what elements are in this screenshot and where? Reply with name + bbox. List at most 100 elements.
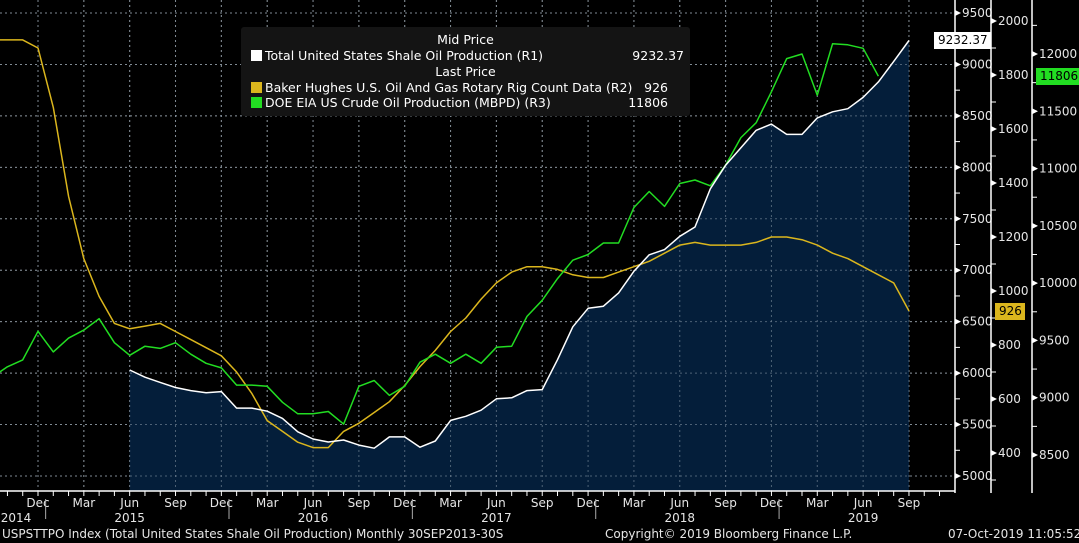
y-tick-label-r3: 10500 (1039, 219, 1077, 233)
y-tick-marker (955, 267, 961, 274)
y-tick-label-r3: 11500 (1039, 104, 1077, 118)
y-tick-label-r2: 1600 (998, 122, 1029, 136)
legend-swatch-gold (251, 82, 262, 93)
x-tick-label: Sep (714, 496, 737, 510)
x-tick-label: Dec (576, 496, 599, 510)
y-tick-marker (1032, 165, 1038, 172)
y-tick-label-r2: 1800 (998, 68, 1029, 82)
y-tick-label-r2: 800 (998, 338, 1021, 352)
shale-area-fill (129, 40, 909, 491)
x-tick-label: Mar (439, 496, 462, 510)
y-tick-marker (991, 234, 997, 240)
x-tick-label: Mar (73, 496, 96, 510)
x-tick-label: Dec (393, 496, 416, 510)
legend-label: Total United States Shale Oil Production… (265, 48, 544, 63)
y-tick-label-r2: 2000 (998, 14, 1029, 28)
y-tick-marker (991, 180, 997, 186)
x-tick-label: Sep (348, 496, 371, 510)
x-year-label: 2017 (481, 511, 512, 525)
y-tick-label-r1: 5500 (962, 418, 993, 432)
legend-swatch-green (251, 97, 262, 108)
y-tick-label-r3: 10000 (1039, 276, 1077, 290)
y-tick-marker (991, 72, 997, 78)
y-tick-label-r2: 1000 (998, 284, 1029, 298)
y-tick-label-r2: 600 (998, 392, 1021, 406)
x-tick-label: Dec (210, 496, 233, 510)
legend-item-shale[interactable]: Total United States Shale Oil Production… (251, 48, 543, 64)
y-tick-marker (1032, 108, 1038, 115)
axes: Dec Mar Jun Sep Dec Mar Jun Sep Dec Mar Jun Sep Dec M… (0, 0, 1077, 525)
y-tick-marker (991, 396, 997, 402)
y-tick-label-r1: 6500 (962, 315, 993, 329)
x-tick-label: Dec (26, 496, 49, 510)
y-tick-label-r1: 5000 (962, 469, 993, 483)
y-tick-marker (955, 370, 961, 377)
legend-section-last-price: Last Price (435, 64, 496, 79)
x-year-label: 2019 (848, 511, 879, 525)
x-tick-label: Dec (760, 496, 783, 510)
y-tick-label-r1: 7000 (962, 263, 993, 277)
y-tick-label-r3: 9500 (1039, 333, 1070, 347)
x-year-label: 2018 (664, 511, 695, 525)
y-tick-label-r1: 9500 (962, 6, 993, 20)
legend-label: Baker Hughes U.S. Oil And Gas Rotary Rig… (265, 80, 633, 95)
y-tick-marker (1032, 280, 1038, 287)
y-tick-label-r3: 11000 (1039, 162, 1077, 176)
x-tick-label: Mar (256, 496, 279, 510)
x-tick-label: Sep (164, 496, 187, 510)
y-tick-marker (955, 112, 961, 119)
y-tick-marker (991, 288, 997, 294)
series-lines (0, 39, 910, 449)
y-tick-label-r1: 6000 (962, 366, 993, 380)
y-tick-marker (1032, 337, 1038, 344)
x-tick-label: Jun (853, 496, 873, 510)
y-tick-marker (991, 450, 997, 456)
y-tick-label-r2: 400 (998, 446, 1021, 460)
footer-timestamp: 07-Oct-2019 11:05:52 (948, 527, 1079, 541)
x-year-label: 2015 (114, 511, 145, 525)
x-tick-label: Mar (623, 496, 646, 510)
y-tick-marker (955, 61, 961, 68)
y-tick-marker (991, 18, 997, 24)
y-tick-marker (1032, 222, 1038, 229)
x-year-label: 2016 (298, 511, 329, 525)
legend-item-crude[interactable]: DOE EIA US Crude Oil Production (MBPD) (… (251, 95, 551, 111)
y-tick-marker (1032, 394, 1038, 401)
x-tick-label: Jun (303, 496, 323, 510)
x-year-label: 2014 (1, 511, 32, 525)
footer-copyright: Copyright© 2019 Bloomberg Finance L.P. (605, 527, 853, 541)
x-tick-label: Jun (119, 496, 139, 510)
y-tick-label-r1: 9000 (962, 57, 993, 71)
y-tick-label-r1: 8500 (962, 109, 993, 123)
y-tick-marker (955, 215, 961, 222)
y-tick-marker (1032, 51, 1038, 57)
legend-value-shale: 9232.37 (632, 48, 684, 63)
legend-value-crude: 11806 (628, 95, 668, 110)
y-tick-label-r2: 1200 (998, 230, 1029, 244)
y-tick-label-r1: 8000 (962, 160, 993, 174)
x-tick-label: Mar (806, 496, 829, 510)
y-tick-label-r3: 12000 (1039, 47, 1077, 61)
legend-value-rig-count: 926 (644, 80, 668, 95)
y-tick-marker (991, 342, 997, 348)
badge-r1-last: 9232.37 (934, 32, 991, 49)
x-tick-label: Jun (486, 496, 506, 510)
footer-security: USPSTTPO Index (Total United States Shal… (2, 527, 504, 541)
y-tick-label-r3: 9000 (1039, 391, 1070, 405)
y-tick-label-r2: 1400 (998, 176, 1029, 190)
y-tick-label-r3: 8500 (1039, 448, 1070, 462)
legend-item-rig-count[interactable]: Baker Hughes U.S. Oil And Gas Rotary Rig… (251, 80, 632, 96)
legend: Mid Price Total United States Shale Oil … (241, 27, 690, 116)
x-tick-label: Sep (531, 496, 554, 510)
y-tick-marker (955, 421, 961, 428)
legend-label: DOE EIA US Crude Oil Production (MBPD) (… (265, 95, 551, 110)
legend-swatch-white (251, 50, 262, 61)
y-tick-marker (1032, 452, 1038, 458)
y-tick-label-r1: 7500 (962, 212, 993, 226)
legend-section-mid-price: Mid Price (437, 32, 494, 47)
y-tick-marker (955, 10, 961, 16)
y-tick-marker (955, 473, 961, 479)
series-line-r1 (129, 40, 910, 449)
y-tick-marker (955, 164, 961, 171)
